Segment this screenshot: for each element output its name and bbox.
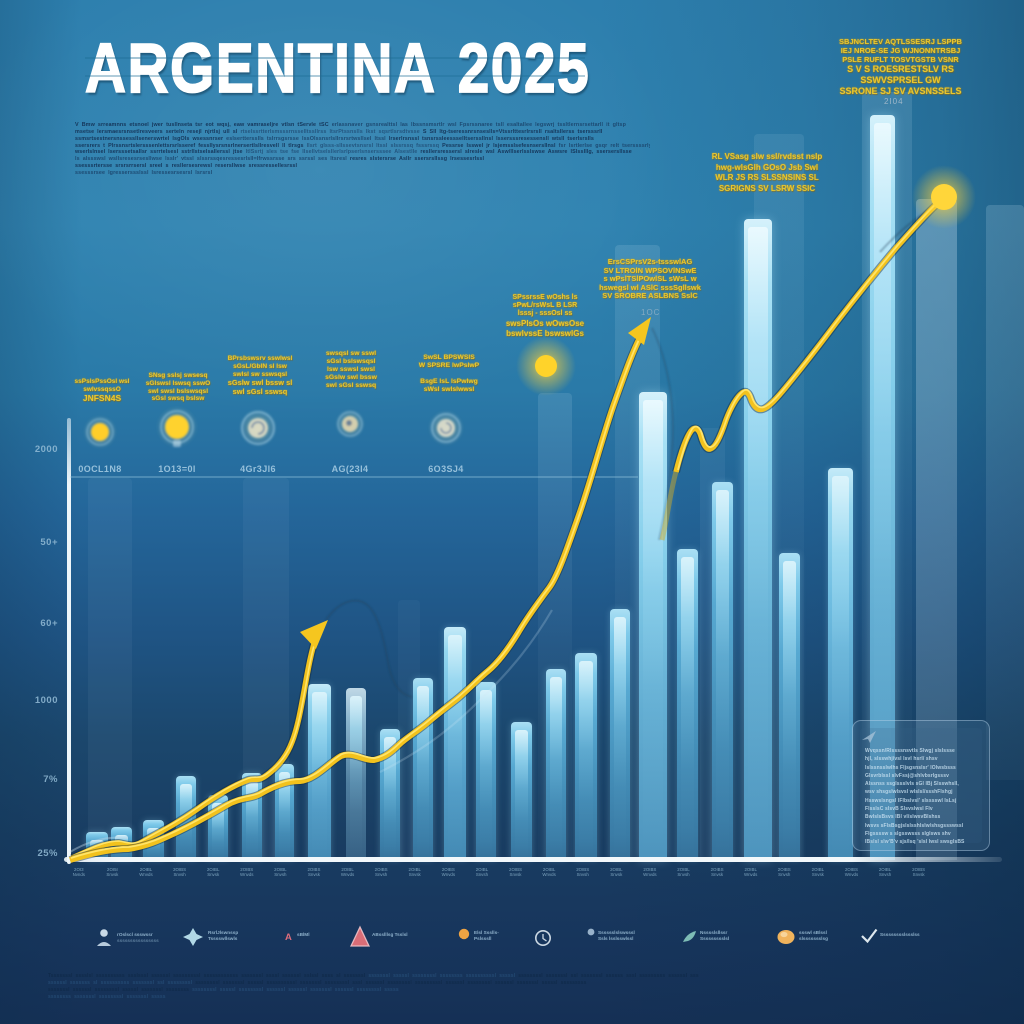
svg-text:A: A: [285, 932, 292, 943]
